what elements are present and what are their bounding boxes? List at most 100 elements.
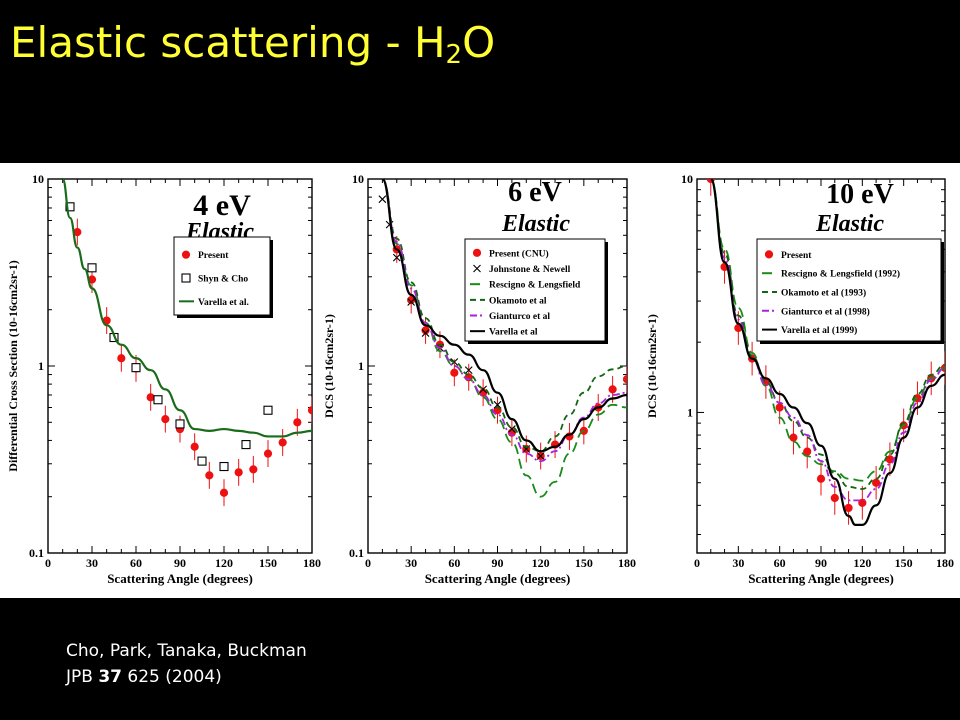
y-axis-label: Differential Cross Section (10-16cm2sr-1… (6, 260, 20, 471)
data-point (131, 363, 141, 373)
x-tick-label: 0 (45, 556, 51, 570)
data-point (803, 447, 812, 456)
energy-label: 10 eV (826, 179, 894, 210)
legend-marker-swatch (472, 248, 482, 257)
legend-box (464, 238, 606, 342)
x-axis-label: Scattering Angle (degrees) (748, 571, 894, 586)
title-end: O (462, 18, 496, 67)
citation-volume: 37 (98, 667, 123, 687)
chart-10ev: 1 10 0 30 60 90 120 150 180 Scattering Angle (deg… (645, 172, 954, 586)
x-tick-label: 120 (532, 556, 550, 570)
x-tick-label: 60 (774, 556, 786, 570)
data-point (421, 326, 430, 335)
legend-item: Varella et al (1999) (762, 325, 857, 336)
legend-label: Varella et al. (198, 298, 249, 308)
x-axis-label: Scattering Angle (degrees) (107, 571, 253, 586)
legend-item: Present (181, 250, 229, 261)
data-point (263, 449, 273, 458)
data-point (234, 468, 243, 477)
x-axis-label: Scattering Angle (degrees) (425, 571, 571, 586)
data-point (65, 202, 75, 212)
data-point (146, 393, 155, 402)
data-point (608, 385, 617, 394)
x-tick-label: 180 (936, 556, 954, 570)
series-line (709, 179, 945, 502)
legend-label: Okamoto et al (489, 296, 547, 306)
legend-label: Present (198, 251, 229, 261)
series-4 (709, 179, 945, 526)
x-tick-label: 0 (365, 556, 371, 570)
y-tick-label: 1 (38, 359, 44, 373)
data-point (392, 253, 401, 262)
x-tick-label: 150 (895, 556, 913, 570)
data-point (263, 405, 273, 415)
y-tick-label: 1 (358, 359, 364, 373)
x-tick-label: 60 (130, 556, 142, 570)
data-point (450, 368, 459, 377)
title-main: Elastic scattering - H (10, 18, 446, 67)
legend-label: Varella et al (489, 328, 538, 338)
data-point (421, 329, 430, 337)
series-line (709, 179, 945, 490)
legend-item: Varella et al. (179, 298, 249, 308)
data-point (197, 456, 207, 466)
data-point (816, 474, 826, 483)
legend-label: Gianturco et al (1998) (781, 306, 870, 317)
data-point (278, 438, 287, 447)
legend-label: Present (781, 251, 812, 261)
series-line (381, 179, 627, 453)
series-2 (381, 179, 627, 498)
data-point (117, 354, 126, 363)
legend-item: Gianturco et al (470, 312, 550, 322)
x-tick-label: 30 (732, 556, 744, 570)
series-line (61, 179, 312, 438)
series-5 (381, 179, 627, 453)
legend-label: Present (CNU) (489, 248, 549, 259)
x-tick-label: 180 (303, 556, 321, 570)
data-point (844, 503, 853, 513)
process-label: Elastic (815, 211, 884, 237)
legend-label: Rescigno & Lengsfield (1992) (781, 269, 900, 280)
chart-panel-strip: 0.1 1 10 0 30 60 90 120 150 180 Scattering Angle (… (0, 163, 960, 598)
data-point (536, 452, 545, 460)
legend-label: Gianturco et al (489, 312, 550, 322)
y-tick-label: 0.1 (349, 546, 364, 560)
x-tick-label: 60 (448, 556, 460, 570)
data-point (789, 433, 798, 442)
x-tick-label: 30 (405, 556, 417, 570)
data-point (219, 461, 229, 472)
y-tick-label: 1 (687, 405, 693, 419)
y-axis-label: DCS (10-16cm2sr-1) (645, 314, 659, 418)
series-line (381, 179, 627, 498)
data-point (293, 418, 302, 427)
citation-journal: JPB (66, 667, 93, 687)
x-tick-label: 120 (853, 556, 871, 570)
chart-4ev: 0.1 1 10 0 30 60 90 120 150 180 Scattering Angle (… (6, 172, 321, 586)
process-label: Elastic (501, 211, 570, 237)
x-tick-label: 90 (815, 556, 827, 570)
legend-label: Shyn & Cho (198, 275, 248, 285)
legend-item: Present (764, 250, 812, 261)
data-point (830, 493, 839, 503)
y-tick-label: 10 (352, 172, 364, 186)
y-tick-label: 0.1 (29, 546, 44, 560)
data-point (87, 263, 97, 273)
legend-item: Johnstone & Newell (473, 264, 571, 275)
y-axis-label: DCS (10-16cm2sr-1) (325, 314, 336, 418)
x-tick-label: 180 (618, 556, 636, 570)
y-tick-label: 10 (32, 172, 44, 186)
series-3 (709, 179, 945, 502)
x-tick-label: 90 (492, 556, 504, 570)
x-tick-label: 120 (215, 556, 233, 570)
series-line (709, 179, 945, 526)
y-tick-label: 10 (681, 172, 693, 186)
plot-area (378, 179, 627, 498)
x-tick-label: 0 (694, 556, 700, 570)
series-2 (709, 179, 945, 490)
legend-item: Present (CNU) (472, 248, 549, 259)
legend-item: Rescigno & Lengsfield (470, 281, 581, 291)
series-4 (381, 179, 627, 463)
legend-item: Shyn & Cho (181, 273, 248, 285)
plot-frame (367, 178, 628, 554)
plot-area (706, 179, 945, 526)
